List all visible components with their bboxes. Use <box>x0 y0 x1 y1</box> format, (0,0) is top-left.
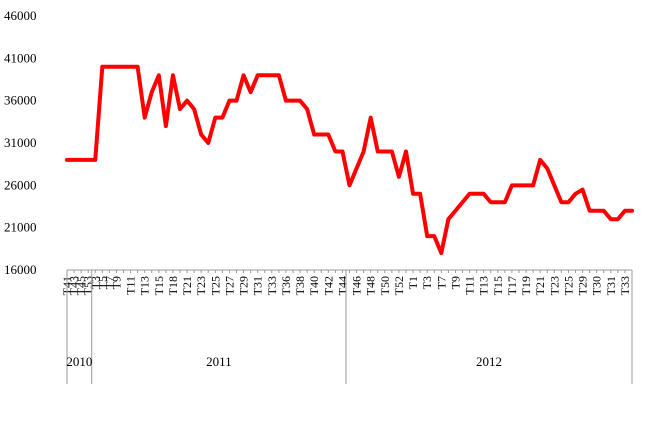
x-tick-label: T29 <box>576 276 590 295</box>
y-tick-label: 26000 <box>4 177 37 192</box>
x-tick-label: T33 <box>265 276 279 295</box>
year-label: 2010 <box>66 354 92 369</box>
x-tick-label: T30 <box>590 276 604 295</box>
y-tick-label: 41000 <box>4 50 37 65</box>
y-tick-label: 36000 <box>4 93 37 108</box>
x-tick-label: T29 <box>237 276 251 295</box>
x-tick-label: T38 <box>293 276 307 295</box>
x-tick-label: T3 <box>420 276 434 289</box>
x-tick-label: T23 <box>194 276 208 295</box>
x-tick-label: T45 <box>74 276 88 295</box>
x-tick-label: T23 <box>547 276 561 295</box>
x-tick-label: T31 <box>604 276 618 295</box>
x-tick-label: T1 <box>406 276 420 289</box>
x-tick-label: T25 <box>561 276 575 295</box>
x-tick-label: T7 <box>434 276 448 289</box>
x-tick-label: T40 <box>307 276 321 295</box>
x-tick-label: T21 <box>180 276 194 295</box>
x-tick-label: T18 <box>166 276 180 295</box>
plot-area <box>65 64 634 256</box>
x-tick-label: T17 <box>505 276 519 295</box>
y-tick-label: 31000 <box>4 135 37 150</box>
x-tick-label: T19 <box>519 276 533 295</box>
x-tick-label: T44 <box>335 276 349 295</box>
x-tick-label: T46 <box>350 276 364 295</box>
x-tick-label: T15 <box>491 276 505 295</box>
x-tick-label: T7 <box>102 276 116 289</box>
x-tick-label: T11 <box>124 276 138 295</box>
x-tick-label: T5 <box>95 276 109 289</box>
series-line <box>65 64 634 256</box>
x-tick-label: T21 <box>533 276 547 295</box>
x-tick-label: T11 <box>463 276 477 295</box>
year-axis: 2010 2011 2012 <box>66 270 633 384</box>
x-tick-label: T25 <box>208 276 222 295</box>
year-label: 2011 <box>206 354 232 369</box>
y-tick-label: 21000 <box>4 220 37 235</box>
x-tick-label: T9 <box>109 276 123 289</box>
x-tick-label: T48 <box>364 276 378 295</box>
x-tick-label: T43 <box>67 276 81 295</box>
x-tick-label: T52 <box>392 276 406 295</box>
x-tick-label: T13 <box>138 276 152 295</box>
y-tick-label: 16000 <box>4 262 37 277</box>
x-tick-label: T13 <box>477 276 491 295</box>
x-tick-label: T9 <box>448 276 462 289</box>
x-tick-label: T50 <box>378 276 392 295</box>
x-tick-label: T15 <box>152 276 166 295</box>
year-label: 2012 <box>476 354 502 369</box>
x-tick-label: T36 <box>279 276 293 295</box>
x-tick-label: T31 <box>251 276 265 295</box>
x-tick-label: T33 <box>618 276 632 295</box>
y-axis: 16000 21000 26000 31000 36000 41000 46000 <box>4 8 37 277</box>
x-tick-label: T42 <box>321 276 335 295</box>
y-tick-label: 46000 <box>4 8 37 23</box>
x-tick-label: T27 <box>222 276 236 295</box>
